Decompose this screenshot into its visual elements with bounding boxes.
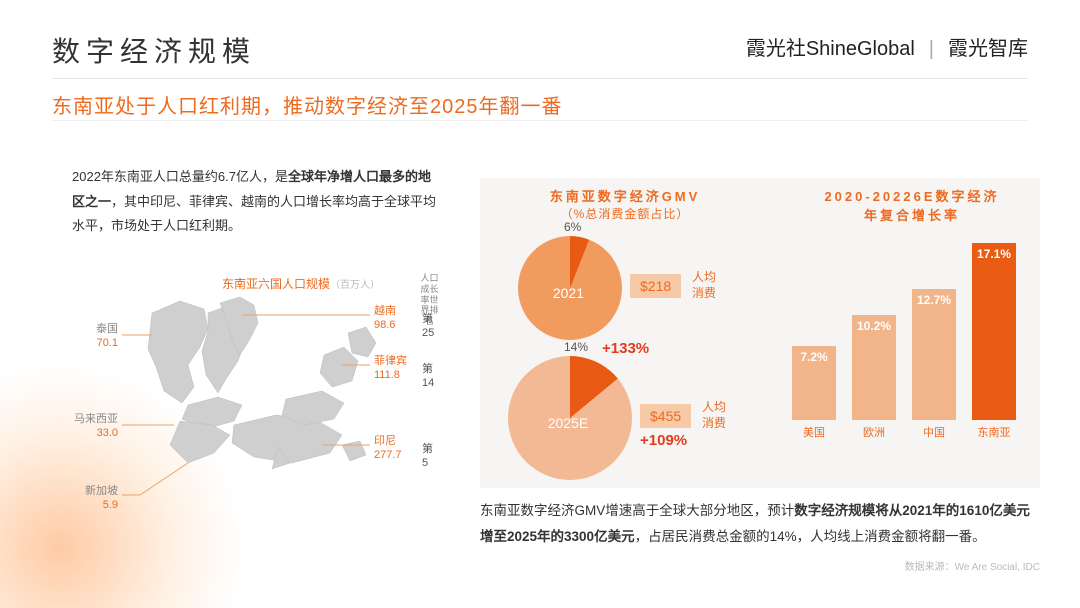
pie-subtitle: （%总消费金额占比） bbox=[510, 205, 740, 222]
divider-sub bbox=[52, 120, 1028, 121]
bar-东南亚: 17.1%东南亚 bbox=[972, 243, 1016, 420]
callout-philippines: 菲律宾111.8 bbox=[374, 355, 407, 383]
brand-right: 霞光智库 bbox=[948, 32, 1028, 61]
bar-中国: 12.7%中国 bbox=[912, 289, 956, 420]
rank-vietnam: 第25 bbox=[422, 313, 442, 341]
callout-singapore: 新加坡5.9 bbox=[70, 485, 118, 513]
bar-美国: 7.2%美国 bbox=[792, 346, 836, 420]
callout-malaysia: 马来西亚33.0 bbox=[60, 413, 118, 441]
bar-title-2: 年复合增长率 bbox=[780, 205, 1044, 224]
callout-indonesia: 印尼277.7 bbox=[374, 435, 402, 463]
bar-title-1: 2020-20226E数字经济 bbox=[780, 186, 1044, 205]
rank-indonesia: 第 5 bbox=[422, 443, 442, 471]
pie-2021: 2021 bbox=[518, 236, 622, 340]
subtitle: 东南亚处于人口红利期，推动数字经济至2025年翻一番 bbox=[52, 90, 563, 119]
brand: 霞光社ShineGlobal | 霞光智库 bbox=[746, 32, 1028, 61]
data-source: 数据来源：We Are Social, IDC bbox=[905, 558, 1040, 573]
pie-title: 东南亚数字经济GMV bbox=[510, 186, 740, 205]
pie-2025E: 2025E bbox=[508, 356, 632, 480]
bar-欧洲: 10.2%欧洲 bbox=[852, 315, 896, 420]
callout-vietnam: 越南98.6 bbox=[374, 305, 396, 333]
sea-map bbox=[122, 295, 392, 515]
callout-thailand: 泰国70.1 bbox=[70, 323, 118, 351]
map-title: 东南亚六国人口规模（百万人） bbox=[222, 275, 380, 292]
brand-en: ShineGlobal bbox=[806, 38, 915, 60]
intro-paragraph: 2022年东南亚人口总量约6.7亿人，是全球年净增人口最多的地区之一，其中印尼、… bbox=[72, 165, 442, 239]
body-paragraph: 东南亚数字经济GMV增速高于全球大部分地区，预计数字经济规模将从2021年的16… bbox=[480, 498, 1040, 549]
divider-top bbox=[52, 78, 1028, 79]
brand-cn: 霞光社 bbox=[746, 38, 806, 60]
rank-philippines: 第14 bbox=[422, 363, 442, 391]
brand-separator: | bbox=[929, 38, 934, 61]
